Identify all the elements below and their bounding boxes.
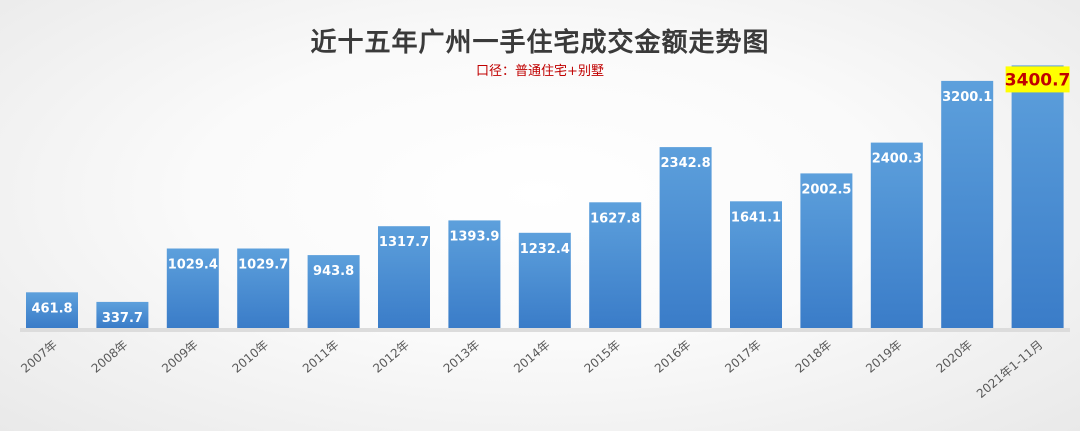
value-label-2014年: 1232.4 xyxy=(520,242,570,257)
bar-2008年 xyxy=(96,301,149,328)
x-tick-label-2009年: 2009年 xyxy=(159,338,201,376)
x-tick-label-2012年: 2012年 xyxy=(370,338,412,376)
x-tick-label-2020年: 2020年 xyxy=(934,338,976,376)
bar-2013年 xyxy=(448,220,501,328)
bar-2015年 xyxy=(589,202,642,328)
x-tick-label-2018年: 2018年 xyxy=(793,338,835,376)
value-label-2007年: 461.8 xyxy=(31,301,72,316)
x-tick-label-2015年: 2015年 xyxy=(582,338,624,376)
x-tick-label-2011年: 2011年 xyxy=(300,338,342,376)
value-labels-layer: 461.8 337.7 1029.4 1029.7 943.8 1317.7 1393.9 1… xyxy=(31,66,1070,326)
x-axis-labels: 2007年 2008年 2009年 2010年 2011年 2012年 2013年 2014年… xyxy=(18,338,1045,401)
value-label-2018年: 2002.5 xyxy=(801,182,851,197)
value-label-2012年: 1317.7 xyxy=(379,235,429,250)
chart-title: 近十五年广州一手住宅成交金额走势图 xyxy=(310,28,770,58)
x-tick-label-2017年: 2017年 xyxy=(722,338,764,376)
value-label-2008年: 337.7 xyxy=(102,311,143,326)
bar-2009年 xyxy=(166,248,219,328)
bar-2012年 xyxy=(378,226,430,328)
x-tick-label-2021年1-11月: 2021年1-11月 xyxy=(974,338,1046,401)
x-tick-label-2016年: 2016年 xyxy=(652,338,694,376)
value-label-2015年: 1627.8 xyxy=(590,211,640,226)
bar-2019年 xyxy=(870,142,923,328)
x-tick-label-2008年: 2008年 xyxy=(89,338,131,376)
x-tick-label-2010年: 2010年 xyxy=(230,338,272,376)
value-label-2021年1-11月: 3400.7 xyxy=(1005,70,1071,90)
bar-2011年 xyxy=(307,255,360,328)
value-label-2016年: 2342.8 xyxy=(661,156,711,171)
highlight-label-background xyxy=(1005,66,1070,93)
x-tick-label-2014年: 2014年 xyxy=(511,338,553,376)
bar-2020年 xyxy=(941,80,994,329)
x-tick-label-2019年: 2019年 xyxy=(863,338,905,376)
chart-subtitle: 口径：普通住宅+别墅 xyxy=(476,64,604,79)
bar-2007年 xyxy=(26,292,78,328)
x-tick-label-2013年: 2013年 xyxy=(441,338,483,376)
bars-layer xyxy=(20,65,1070,332)
value-label-2013年: 1393.9 xyxy=(449,229,499,244)
bar-2016年 xyxy=(659,147,712,328)
baseline xyxy=(20,328,1070,332)
bar-2010年 xyxy=(237,248,290,328)
value-label-2011年: 943.8 xyxy=(313,264,354,279)
bar-2017年 xyxy=(730,201,782,328)
value-label-2020年: 3200.1 xyxy=(942,90,992,105)
value-label-2010年: 1029.7 xyxy=(238,258,288,273)
bar-2014年 xyxy=(518,232,571,328)
value-label-2019年: 2400.3 xyxy=(872,152,922,167)
value-label-2009年: 1029.4 xyxy=(168,258,218,273)
value-label-2017年: 1641.1 xyxy=(731,210,781,225)
bar-2018年 xyxy=(800,173,853,328)
x-tick-label-2007年: 2007年 xyxy=(18,338,60,376)
bar-2021年1-11月 xyxy=(1011,65,1064,329)
